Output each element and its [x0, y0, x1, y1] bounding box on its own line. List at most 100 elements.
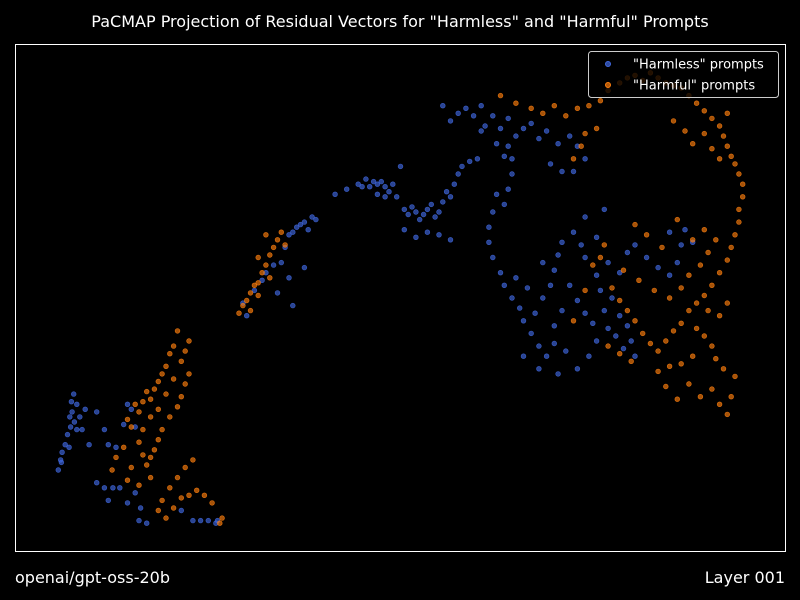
point-harmless-177 [574, 297, 581, 304]
point-harmless-195 [620, 345, 627, 352]
point-harmful-169 [582, 130, 588, 137]
point-harmless-8 [67, 414, 73, 420]
point-harmless-130 [505, 186, 511, 192]
point-harmful-31 [178, 394, 185, 400]
point-harmful-51 [109, 467, 115, 473]
point-harmful-18 [163, 391, 169, 397]
point-harmless-123 [547, 161, 554, 167]
point-harmless-163 [678, 242, 684, 248]
point-harmless-134 [486, 224, 492, 230]
point-harmless-140 [516, 305, 523, 311]
point-harmless-14 [74, 401, 80, 407]
point-harmless-191 [540, 259, 546, 266]
point-harmless-146 [563, 348, 569, 354]
point-harmful-98 [720, 133, 727, 139]
point-harmless-129 [509, 171, 515, 177]
point-harmless-184 [520, 353, 527, 359]
point-harmless-80 [409, 204, 415, 210]
point-harmful-75 [513, 100, 519, 106]
point-harmful-11 [167, 351, 173, 357]
point-harmless-46 [259, 277, 265, 283]
point-harmful-140 [693, 325, 700, 332]
point-harmless-160 [655, 264, 661, 271]
point-harmful-70 [255, 292, 261, 299]
point-harmless-172 [559, 239, 565, 246]
point-harmful-38 [159, 497, 165, 504]
point-harmful-73 [255, 254, 261, 261]
point-harmful-120 [639, 330, 646, 337]
point-harmless-16 [79, 426, 85, 433]
point-harmless-90 [447, 194, 454, 200]
point-harmful-44 [194, 487, 200, 493]
point-harmless-2 [58, 459, 65, 466]
point-harmless-151 [616, 313, 623, 319]
point-harmless-37 [178, 507, 185, 514]
point-harmful-170 [578, 143, 584, 149]
point-harmless-85 [428, 201, 434, 208]
point-harmless-115 [536, 135, 542, 142]
point-harmful-156 [597, 254, 604, 261]
point-harmful-76 [528, 105, 534, 112]
plot-frame [15, 44, 786, 552]
point-harmful-161 [670, 118, 677, 124]
point-harmless-94 [467, 158, 473, 165]
point-harmless-9 [69, 409, 75, 415]
point-harmful-55 [124, 477, 131, 483]
point-harmless-106 [470, 113, 477, 119]
point-harmful-15 [182, 348, 188, 354]
point-harmful-63 [263, 262, 269, 268]
point-harmful-128 [666, 295, 673, 301]
point-harmless-124 [478, 128, 484, 134]
point-harmless-81 [413, 209, 419, 215]
point-harmful-117 [663, 338, 669, 344]
point-harmless-133 [490, 209, 496, 215]
point-harmful-25 [147, 454, 154, 461]
point-harmless-21 [110, 485, 116, 491]
point-harmless-30 [105, 442, 112, 448]
point-harmless-139 [509, 295, 515, 301]
point-harmful-27 [155, 437, 162, 443]
point-harmful-162 [682, 128, 688, 134]
point-harmful-167 [724, 110, 730, 117]
point-harmless-174 [578, 242, 584, 248]
point-harmful-14 [186, 338, 192, 344]
point-harmful-77 [540, 110, 546, 117]
point-harmless-144 [543, 353, 550, 359]
point-harmless-136 [490, 254, 496, 261]
point-harmless-52 [290, 229, 296, 235]
point-harmless-92 [455, 171, 461, 177]
point-harmful-106 [736, 219, 742, 225]
point-harmless-40 [205, 517, 212, 524]
point-harmless-135 [486, 239, 492, 246]
point-harmless-20 [105, 497, 112, 504]
point-harmful-111 [709, 282, 715, 288]
point-harmless-158 [632, 242, 638, 248]
legend-label-harmless: "Harmless" prompts [633, 58, 764, 73]
point-harmless-102 [440, 102, 446, 109]
point-harmful-164 [701, 130, 707, 137]
layer-label: Layer 001 [704, 568, 785, 587]
point-harmful-48 [219, 515, 225, 521]
point-harmless-63 [332, 191, 338, 198]
point-harmless-128 [509, 156, 515, 162]
point-harmless-68 [367, 184, 373, 190]
point-harmful-133 [713, 237, 719, 243]
point-harmless-167 [532, 310, 538, 316]
point-harmless-156 [616, 270, 623, 276]
point-harmless-192 [593, 234, 600, 241]
point-harmful-175 [697, 394, 704, 400]
point-harmful-153 [628, 358, 634, 364]
point-harmful-148 [720, 366, 727, 372]
point-harmful-178 [724, 411, 730, 418]
point-harmful-64 [267, 252, 273, 258]
point-harmful-5 [144, 388, 150, 395]
point-harmful-107 [732, 232, 738, 238]
point-harmless-116 [543, 128, 550, 134]
point-harmful-118 [655, 348, 661, 354]
point-harmless-107 [478, 102, 484, 109]
point-harmful-147 [655, 368, 661, 375]
point-harmful-130 [686, 272, 692, 278]
point-harmless-51 [286, 232, 292, 238]
point-harmless-45 [251, 287, 258, 294]
point-harmful-16 [178, 358, 185, 364]
